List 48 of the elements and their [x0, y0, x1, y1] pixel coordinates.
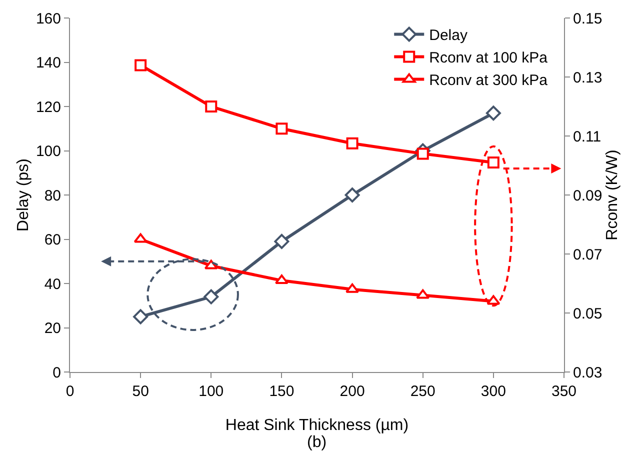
point [204, 260, 218, 270]
x-tick-label: 100 [198, 383, 224, 400]
y-tick-label: 60 [44, 232, 61, 248]
point [416, 148, 429, 160]
y2-tick-label: 0.11 [573, 128, 602, 146]
y2-tick-label: 0.05 [573, 305, 602, 322]
y-tick-label: 120 [36, 98, 61, 116]
y-tick-label: 80 [44, 187, 61, 204]
point [486, 106, 501, 121]
x-tick-label: 250 [410, 383, 436, 400]
y2-tick-label: 0.09 [573, 187, 602, 204]
point [416, 289, 430, 299]
y2-tick-label: 0.03 [573, 364, 602, 382]
point [134, 233, 148, 243]
y2-tick-label: 0.07 [573, 246, 602, 264]
legend-label: Rconv at 100 kPa [429, 50, 548, 67]
point [204, 289, 219, 304]
text: (b) [307, 434, 327, 451]
y-tick-label: 0 [52, 364, 61, 382]
point [487, 156, 500, 169]
y2-tick-label: 0.15 [573, 10, 602, 28]
x-axis-title: Heat Sink Thickness (µm) [225, 417, 409, 434]
legend-label: Rconv at 300 kPa [429, 72, 548, 90]
point [344, 188, 360, 202]
x-tick-label: 200 [340, 383, 365, 400]
x-tick-label: 150 [269, 383, 294, 400]
x-tick-label: 350 [551, 383, 577, 400]
point [346, 283, 360, 293]
x-tick-label: 0 [66, 383, 74, 400]
point [274, 274, 288, 284]
x-tick-label: 300 [480, 383, 506, 400]
y2-tick-label: 0.13 [573, 69, 602, 86]
point [274, 234, 290, 249]
point [276, 122, 288, 135]
point [346, 137, 358, 150]
y-tick-label: 100 [36, 143, 61, 160]
x-tick-label: 50 [132, 383, 149, 400]
y-tick-label: 140 [36, 54, 61, 72]
point [486, 295, 500, 305]
y-axis-title: Delay (ps) [15, 158, 32, 232]
y2-axis-title: Rconv (K/W) [604, 150, 622, 240]
point [205, 100, 218, 112]
y-tick-label: 160 [36, 10, 61, 28]
legend-label: Delay [429, 27, 468, 44]
y-tick-label: 40 [44, 276, 61, 293]
point [134, 59, 147, 72]
y-tick-label: 20 [44, 320, 61, 337]
point [133, 309, 148, 324]
